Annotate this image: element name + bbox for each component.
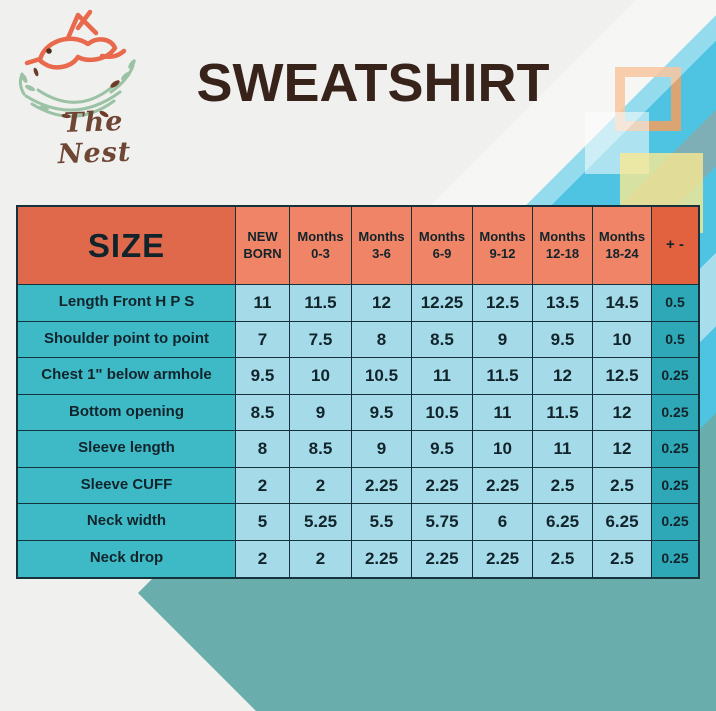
value-cell: 8: [352, 321, 412, 358]
value-cell: 2.25: [352, 467, 412, 504]
value-cell: 9.5: [412, 431, 473, 468]
value-cell: 6: [473, 504, 533, 541]
value-cell: 2.5: [593, 540, 652, 577]
value-cell: 10.5: [352, 358, 412, 395]
row-label-cell: Bottom opening: [18, 394, 236, 431]
size-chart-table: SIZE NEW BORN Months 0-3 Months 3-6 Months 6…: [16, 205, 700, 579]
value-cell: 2: [290, 540, 352, 577]
value-cell: 11: [412, 358, 473, 395]
column-header-cell: NEW BORN: [236, 207, 290, 285]
bird-eye: [46, 48, 52, 54]
value-cell: 11.5: [290, 285, 352, 322]
value-cell: 10: [593, 321, 652, 358]
value-cell: 2.25: [412, 540, 473, 577]
value-cell: 12: [533, 358, 593, 395]
value-cell: 6.25: [593, 504, 652, 541]
page-title: SWEATSHIRT: [196, 53, 550, 113]
value-cell: 12.25: [412, 285, 473, 322]
value-cell: 2: [236, 540, 290, 577]
row-label-cell: Sleeve CUFF: [18, 467, 236, 504]
row-label-cell: Chest 1" below armhole: [18, 358, 236, 395]
size-header-cell: SIZE: [18, 207, 236, 285]
value-cell: 9.5: [533, 321, 593, 358]
tolerance-header-cell: + -: [652, 207, 698, 285]
row-label-cell: Shoulder point to point: [18, 321, 236, 358]
value-cell: 12: [593, 431, 652, 468]
value-cell: 9.5: [236, 358, 290, 395]
value-cell: 11.5: [533, 394, 593, 431]
value-cell: 9: [352, 431, 412, 468]
value-cell: 5: [236, 504, 290, 541]
value-cell: 8.5: [236, 394, 290, 431]
tolerance-value-cell: 0.25: [652, 394, 698, 431]
value-cell: 10: [473, 431, 533, 468]
value-cell: 2: [236, 467, 290, 504]
value-cell: 9: [290, 394, 352, 431]
value-cell: 9.5: [352, 394, 412, 431]
brand-name: The Nest: [57, 105, 132, 171]
tolerance-value-cell: 0.25: [652, 358, 698, 395]
value-cell: 7.5: [290, 321, 352, 358]
tolerance-value-cell: 0.25: [652, 431, 698, 468]
value-cell: 2.25: [473, 467, 533, 504]
row-label-cell: Sleeve length: [18, 431, 236, 468]
value-cell: 8.5: [412, 321, 473, 358]
value-cell: 12.5: [473, 285, 533, 322]
value-cell: 11: [533, 431, 593, 468]
value-cell: 8: [236, 431, 290, 468]
bird-nest-icon: [18, 9, 136, 119]
value-cell: 2: [290, 467, 352, 504]
value-cell: 2.5: [593, 467, 652, 504]
column-header-cell: Months 12-18: [533, 207, 593, 285]
value-cell: 2.25: [412, 467, 473, 504]
value-cell: 10: [290, 358, 352, 395]
value-cell: 11.5: [473, 358, 533, 395]
value-cell: 7: [236, 321, 290, 358]
brand-logo: The Nest: [14, 4, 144, 170]
column-header-cell: Months 9-12: [473, 207, 533, 285]
column-header-cell: Months 3-6: [352, 207, 412, 285]
value-cell: 9: [473, 321, 533, 358]
value-cell: 2.25: [473, 540, 533, 577]
value-cell: 5.5: [352, 504, 412, 541]
column-header-cell: Months 0-3: [290, 207, 352, 285]
value-cell: 11: [236, 285, 290, 322]
tolerance-value-cell: 0.25: [652, 504, 698, 541]
column-header-cell: Months 18-24: [593, 207, 652, 285]
row-label-cell: Length Front H P S: [18, 285, 236, 322]
tolerance-value-cell: 0.5: [652, 321, 698, 358]
value-cell: 12: [593, 394, 652, 431]
value-cell: 13.5: [533, 285, 593, 322]
tolerance-value-cell: 0.25: [652, 467, 698, 504]
value-cell: 12.5: [593, 358, 652, 395]
column-header-cell: Months 6-9: [412, 207, 473, 285]
value-cell: 2.5: [533, 467, 593, 504]
tolerance-value-cell: 0.25: [652, 540, 698, 577]
value-cell: 5.75: [412, 504, 473, 541]
value-cell: 6.25: [533, 504, 593, 541]
row-label-cell: Neck drop: [18, 540, 236, 577]
value-cell: 11: [473, 394, 533, 431]
value-cell: 2.25: [352, 540, 412, 577]
value-cell: 2.5: [533, 540, 593, 577]
value-cell: 12: [352, 285, 412, 322]
value-cell: 5.25: [290, 504, 352, 541]
value-cell: 10.5: [412, 394, 473, 431]
tolerance-value-cell: 0.5: [652, 285, 698, 322]
value-cell: 8.5: [290, 431, 352, 468]
value-cell: 14.5: [593, 285, 652, 322]
row-label-cell: Neck width: [18, 504, 236, 541]
